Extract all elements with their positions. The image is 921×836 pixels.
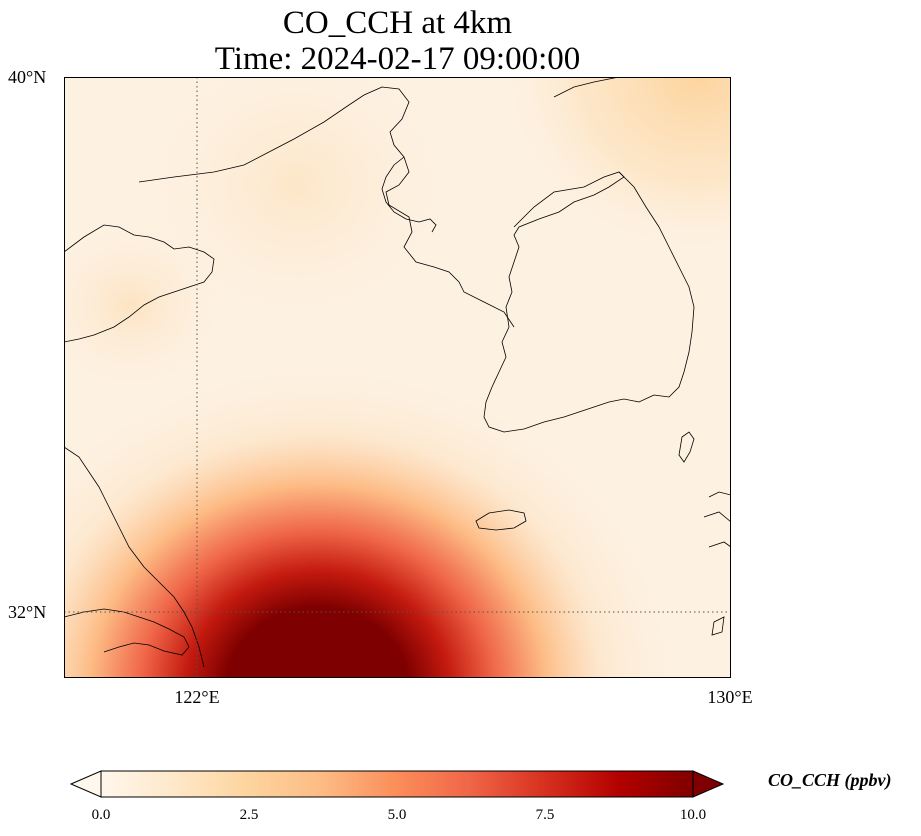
colorbar-tick-5: 5.0: [387, 807, 407, 823]
lat-label-32n: 32°N: [8, 602, 47, 622]
colorbar-gradient: [100, 770, 694, 798]
map-title-line1: CO_CCH at 4km: [282, 5, 513, 41]
coastline-liaodong-peninsula: [381, 156, 437, 233]
map-title-line2: Time: 2024-02-17 09:00:00: [214, 41, 581, 77]
colorbar-tick-0: 0.0: [91, 807, 111, 823]
gridlines: [64, 77, 731, 678]
colorbar-tick-7-5: 7.5: [535, 807, 555, 823]
map-frame: [64, 77, 731, 678]
lat-label-40n: 40°N: [8, 67, 47, 87]
colorbar-extend-low: [70, 770, 102, 798]
colorbar-extend-high: [692, 770, 725, 798]
coastlines: [64, 77, 731, 668]
coastline-jiangsu: [64, 446, 205, 668]
coastline-yangtze: [64, 608, 190, 656]
colorbar: [70, 770, 725, 798]
coastline-shandong: [64, 224, 215, 343]
lon-label-122e: 122°E: [174, 687, 220, 707]
coastline-kyushu: [703, 491, 731, 548]
coastline-jeju: [475, 509, 527, 531]
lon-label-130e: 130°E: [707, 687, 753, 707]
coastline-japan-islands: [711, 616, 725, 636]
colorbar-tick-2-5: 2.5: [239, 807, 259, 823]
colorbar-tick-10: 10.0: [679, 807, 707, 823]
coastline-korea-east: [618, 171, 695, 398]
coastline-tsushima: [678, 431, 695, 463]
colorbar-label: CO_CCH (ppbv): [768, 770, 892, 790]
map-panel: [64, 77, 731, 678]
concentration-south-hotspot: [64, 77, 731, 678]
coastline-north-korea-top: [553, 77, 620, 98]
